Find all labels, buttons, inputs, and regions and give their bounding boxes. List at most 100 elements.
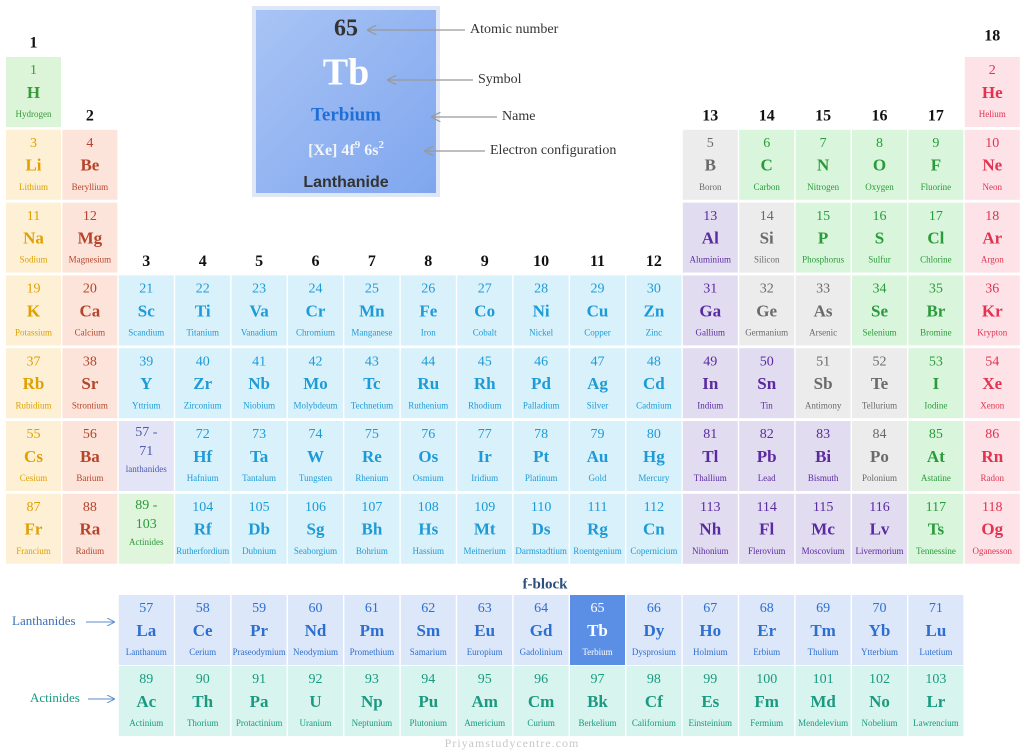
cell-bg xyxy=(288,595,343,665)
element-cell: 59 Pr Praseodymium xyxy=(231,595,287,665)
atomic-number: 62 xyxy=(421,601,435,616)
element-name: Actinium xyxy=(129,718,163,728)
element-name: Rubidium xyxy=(15,400,51,410)
element-symbol: Cl xyxy=(927,229,944,248)
element-name: Sodium xyxy=(19,255,47,265)
atomic-number: 66 xyxy=(647,601,661,616)
element-name: Vanadium xyxy=(241,327,278,337)
atomic-number: 98 xyxy=(647,672,661,687)
element-name: Copper xyxy=(584,327,611,337)
cell-bg xyxy=(795,275,851,346)
element-symbol: Lu xyxy=(926,621,947,640)
element-symbol: Cn xyxy=(643,520,665,539)
element-symbol: Tc xyxy=(363,374,381,393)
atomic-number: 12 xyxy=(83,209,97,224)
element-cell: 27 Co Cobalt xyxy=(457,275,513,346)
element-symbol: Mn xyxy=(359,301,385,320)
element-cell: 32 Ge Germanium xyxy=(739,275,795,346)
cell-bg xyxy=(739,129,795,200)
element-cell: 46 Pd Palladium xyxy=(513,348,569,419)
element-cell: 29 Cu Copper xyxy=(570,275,625,346)
element-cell: 41 Nb Niobium xyxy=(231,348,287,419)
element-name: Terbium xyxy=(582,647,612,657)
element-cell: 115 Mc Moscovium xyxy=(795,493,851,564)
atomic-number: 18 xyxy=(985,209,999,224)
cell-bg xyxy=(175,493,231,564)
cell-bg xyxy=(739,493,795,564)
element-name: Darmstadtium xyxy=(515,546,567,556)
cell-bg xyxy=(175,275,231,346)
atomic-number: 101 xyxy=(813,672,834,687)
atomic-number: 94 xyxy=(421,672,435,687)
cell-bg xyxy=(852,421,907,491)
cell-bg xyxy=(231,421,287,491)
element-name: Silver xyxy=(587,400,609,410)
element-name: Erbium xyxy=(753,647,780,657)
cell-bg xyxy=(118,348,174,419)
atomic-number: 64 xyxy=(534,601,548,616)
element-symbol: Fl xyxy=(759,520,774,539)
element-name: Protactinium xyxy=(236,718,283,728)
element-cell: 2 He Helium xyxy=(964,57,1020,127)
cell-bg xyxy=(344,493,400,564)
element-cell: 25 Mn Manganese xyxy=(344,275,400,346)
atomic-number: 116 xyxy=(869,500,889,515)
element-name: Lawrencium xyxy=(913,718,958,728)
cell-bg xyxy=(682,666,738,736)
element-cell: 5 B Boron xyxy=(682,129,738,200)
element-symbol: Es xyxy=(701,692,719,711)
element-name: Uranium xyxy=(300,718,332,728)
element-name: Neptunium xyxy=(352,718,393,728)
cell-bg xyxy=(795,421,851,491)
atomic-number: 2 xyxy=(989,63,996,78)
atomic-number: 49 xyxy=(703,354,717,369)
atomic-number: 87 xyxy=(27,500,41,515)
element-cell: 107 Bh Bohrium xyxy=(344,493,400,564)
element-cell: 69 Tm Thulium xyxy=(795,595,851,665)
cell-bg xyxy=(908,348,964,419)
element-name: Bromine xyxy=(920,327,952,337)
element-symbol: Os xyxy=(418,447,438,466)
element-symbol: Sb xyxy=(814,374,833,393)
element-cell: 21 Sc Scandium xyxy=(118,275,174,346)
element-cell: 97 Bk Berkelium xyxy=(570,666,625,736)
legend-category: Lanthanide xyxy=(303,174,388,191)
element-cell: 31 Ga Gallium xyxy=(682,275,738,346)
atomic-number: 19 xyxy=(27,282,41,297)
element-name: Krypton xyxy=(977,327,1007,337)
element-name: Rutherfordium xyxy=(176,546,229,556)
element-name: Barium xyxy=(76,473,103,483)
element-symbol: Nd xyxy=(305,621,327,640)
cell-bg xyxy=(175,421,231,491)
atomic-number: 37 xyxy=(27,354,41,369)
atomic-number: 53 xyxy=(929,354,943,369)
element-symbol: Mc xyxy=(811,520,835,539)
element-cell: 7 N Nitrogen xyxy=(795,129,851,200)
cell-bg xyxy=(964,421,1020,491)
element-name: Cesium xyxy=(20,473,48,483)
atomic-number: 16 xyxy=(873,209,887,224)
cell-bg xyxy=(6,275,61,346)
atomic-number: 35 xyxy=(929,282,943,297)
cell-bg xyxy=(6,348,61,419)
element-cell: 84 Po Polonium xyxy=(852,421,907,491)
cell-bg xyxy=(570,595,625,665)
element-cell: 72 Hf Hafnium xyxy=(175,421,231,491)
element-cell: 108 Hs Hassium xyxy=(400,493,456,564)
element-name: Plutonium xyxy=(410,718,448,728)
element-name: Ytterbium xyxy=(861,647,898,657)
element-symbol: Lv xyxy=(870,520,890,539)
element-symbol: Sr xyxy=(81,374,98,393)
cell-bg xyxy=(739,595,795,665)
legend-number: 65 xyxy=(334,16,358,42)
annotation: Name xyxy=(502,109,535,124)
cell-bg xyxy=(964,202,1020,273)
cell-bg xyxy=(626,666,682,736)
config-sup: 9 xyxy=(355,139,361,151)
cell-bg xyxy=(457,493,513,564)
element-symbol: Tm xyxy=(810,621,836,640)
element-name: Curium xyxy=(527,718,555,728)
group-label: 10 xyxy=(533,253,549,270)
element-symbol: Ag xyxy=(587,374,608,393)
cell-bg xyxy=(739,666,795,736)
